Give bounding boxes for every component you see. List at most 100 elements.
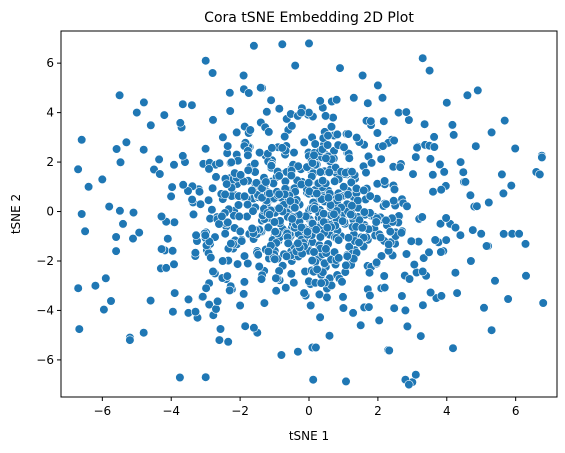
scatter-point xyxy=(191,230,201,240)
scatter-point xyxy=(263,222,274,232)
scatter-point xyxy=(114,90,125,100)
scatter-point xyxy=(204,195,214,205)
scatter-point xyxy=(233,259,243,269)
scatter-point xyxy=(310,139,320,149)
scatter-point xyxy=(442,98,452,108)
scatter-point xyxy=(200,230,210,240)
scatter-point xyxy=(411,370,421,380)
scatter-point xyxy=(220,189,230,199)
scatter-point xyxy=(217,211,227,221)
scatter-point xyxy=(111,232,121,242)
scatter-point xyxy=(293,347,303,357)
scatter-point xyxy=(207,205,217,215)
y-tick-label: −4 xyxy=(36,303,54,317)
scatter-point xyxy=(222,179,232,189)
scatter-point xyxy=(497,169,507,179)
scatter-point xyxy=(128,234,138,244)
scatter-point xyxy=(411,152,421,162)
scatter-point xyxy=(270,227,280,237)
scatter-point xyxy=(500,115,510,126)
scatter-point xyxy=(208,115,218,125)
scatter-point xyxy=(424,247,434,257)
scatter-point xyxy=(482,241,492,251)
scatter-point xyxy=(430,235,440,245)
scatter-point xyxy=(337,277,347,287)
scatter-point xyxy=(277,143,287,153)
scatter-point xyxy=(167,182,177,192)
scatter-point xyxy=(323,193,334,203)
scatter-point xyxy=(404,274,415,284)
scatter-point xyxy=(175,118,185,128)
scatter-point xyxy=(282,251,292,261)
scatter-point xyxy=(243,150,253,160)
scatter-point xyxy=(312,264,322,275)
scatter-point xyxy=(400,305,411,316)
scatter-point xyxy=(436,291,447,301)
scatter-point xyxy=(73,283,83,293)
scatter-point xyxy=(458,167,468,177)
scatter-point xyxy=(418,266,428,277)
scatter-point xyxy=(111,144,122,154)
scatter-point xyxy=(473,85,483,95)
scatter-point xyxy=(289,148,299,158)
scatter-point xyxy=(121,137,131,147)
scatter-point xyxy=(334,235,344,245)
scatter-point xyxy=(213,296,223,307)
y-axis-label: tSNE 2 xyxy=(9,194,23,234)
scatter-point xyxy=(208,266,218,277)
scatter-point xyxy=(352,133,362,143)
scatter-point xyxy=(356,320,366,330)
scatter-point xyxy=(201,283,211,293)
scatter-point xyxy=(346,209,356,220)
scatter-point xyxy=(537,152,547,162)
scatter-point xyxy=(215,324,226,334)
scatter-point xyxy=(306,300,316,311)
scatter-point xyxy=(163,234,173,244)
scatter-point xyxy=(90,281,100,291)
scatter-point xyxy=(214,158,225,168)
scatter-point xyxy=(520,239,531,249)
scatter-point xyxy=(243,258,253,269)
scatter-point xyxy=(236,170,246,180)
scatter-point xyxy=(417,212,427,222)
scatter-point xyxy=(339,182,349,192)
scatter-point xyxy=(378,141,388,151)
scatter-point xyxy=(408,169,418,179)
scatter-point xyxy=(315,96,325,106)
scatter-point xyxy=(404,115,414,125)
scatter-point xyxy=(293,161,303,171)
scatter-points xyxy=(73,38,548,390)
scatter-point xyxy=(449,130,459,140)
scatter-point xyxy=(132,107,142,118)
scatter-point xyxy=(418,300,428,310)
scatter-point xyxy=(338,303,349,313)
scatter-point xyxy=(239,289,249,299)
scatter-point xyxy=(376,251,387,261)
scatter-point xyxy=(83,182,94,192)
scatter-point xyxy=(261,177,271,187)
scatter-point xyxy=(97,174,107,184)
scatter-point xyxy=(439,167,449,177)
scatter-point xyxy=(321,153,331,163)
scatter-point xyxy=(316,278,326,288)
scatter-point xyxy=(328,112,338,123)
scatter-point xyxy=(341,260,351,271)
scatter-point xyxy=(249,323,259,333)
scatter-point xyxy=(183,294,194,305)
scatter-point xyxy=(401,249,412,259)
scatter-point xyxy=(310,204,320,214)
scatter-point xyxy=(168,307,178,317)
scatter-point xyxy=(538,298,548,308)
scatter-point xyxy=(353,195,363,206)
x-axis-label: tSNE 1 xyxy=(289,429,329,443)
scatter-point xyxy=(190,248,200,258)
y-tick-label: −2 xyxy=(36,254,54,268)
y-tick-label: −6 xyxy=(36,353,54,367)
x-tick-label: −4 xyxy=(162,404,180,418)
scatter-point xyxy=(395,162,405,172)
scatter-point xyxy=(198,292,208,302)
scatter-point xyxy=(311,342,321,353)
scatter-point xyxy=(441,213,451,223)
scatter-point xyxy=(226,239,236,249)
scatter-point xyxy=(324,167,334,177)
